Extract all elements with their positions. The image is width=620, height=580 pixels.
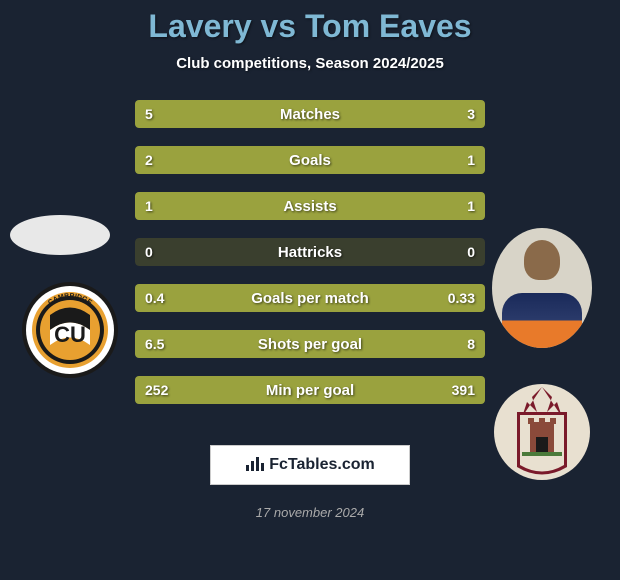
stat-value-right: 0.33 [439, 290, 475, 306]
page-title: Lavery vs Tom Eaves [0, 8, 620, 45]
northampton-badge-icon [492, 382, 592, 482]
stat-row: 0.4 Goals per match 0.33 [135, 284, 485, 312]
stat-value-left: 1 [145, 198, 181, 214]
stat-value-left: 6.5 [145, 336, 181, 352]
stat-label: Goals per match [251, 290, 369, 307]
comparison-card: Lavery vs Tom Eaves Club competitions, S… [0, 0, 620, 580]
brand-footer[interactable]: FcTables.com [210, 445, 410, 485]
stat-row: 5 Matches 3 [135, 100, 485, 128]
row-overlay: 5 Matches 3 [135, 100, 485, 128]
stat-label: Hattricks [278, 244, 342, 261]
stat-value-right: 8 [439, 336, 475, 352]
stat-label: Goals [289, 152, 331, 169]
main-area: CU CAMBRIDGE 5Matches32Goals11Assist [0, 100, 620, 404]
stat-label: Shots per goal [258, 336, 362, 353]
stat-value-right: 1 [439, 198, 475, 214]
page-subtitle: Club competitions, Season 2024/2025 [0, 55, 620, 72]
stat-label: Assists [283, 198, 336, 215]
row-overlay: 0 Hattricks 0 [135, 238, 485, 266]
stat-value-left: 0 [145, 244, 181, 260]
player-left-avatar [10, 215, 110, 255]
stat-row: 2 Goals 1 [135, 146, 485, 174]
row-overlay: 2 Goals 1 [135, 146, 485, 174]
stat-row: 0 Hattricks 0 [135, 238, 485, 266]
row-overlay: 0.4 Goals per match 0.33 [135, 284, 485, 312]
cambridge-badge-icon: CU CAMBRIDGE [20, 280, 120, 380]
club-right-badge [492, 382, 592, 482]
stat-row: 1 Assists 1 [135, 192, 485, 220]
stat-row: 6.5 Shots per goal 8 [135, 330, 485, 358]
stat-label: Min per goal [266, 382, 354, 399]
stat-value-left: 2 [145, 152, 181, 168]
brand-text: FcTables.com [269, 456, 375, 474]
stat-value-left: 0.4 [145, 290, 181, 306]
stat-value-right: 1 [439, 152, 475, 168]
row-overlay: 1 Assists 1 [135, 192, 485, 220]
stat-row: 252 Min per goal 391 [135, 376, 485, 404]
club-left-badge: CU CAMBRIDGE [20, 280, 120, 380]
footer-date: 17 november 2024 [256, 505, 364, 520]
row-overlay: 252 Min per goal 391 [135, 376, 485, 404]
stat-value-left: 5 [145, 106, 181, 122]
stat-value-right: 0 [439, 244, 475, 260]
chart-icon [245, 455, 265, 476]
stat-label: Matches [280, 106, 340, 123]
row-overlay: 6.5 Shots per goal 8 [135, 330, 485, 358]
stat-rows: 5 Matches 3 2 Goals 1 1 Assists 1 0 Hattricks 0 0.4 G… [135, 100, 485, 404]
stat-value-right: 391 [439, 382, 475, 398]
stat-value-left: 252 [145, 382, 181, 398]
stat-value-right: 3 [439, 106, 475, 122]
player-right-avatar [492, 228, 592, 348]
svg-text:CU: CU [54, 322, 86, 347]
